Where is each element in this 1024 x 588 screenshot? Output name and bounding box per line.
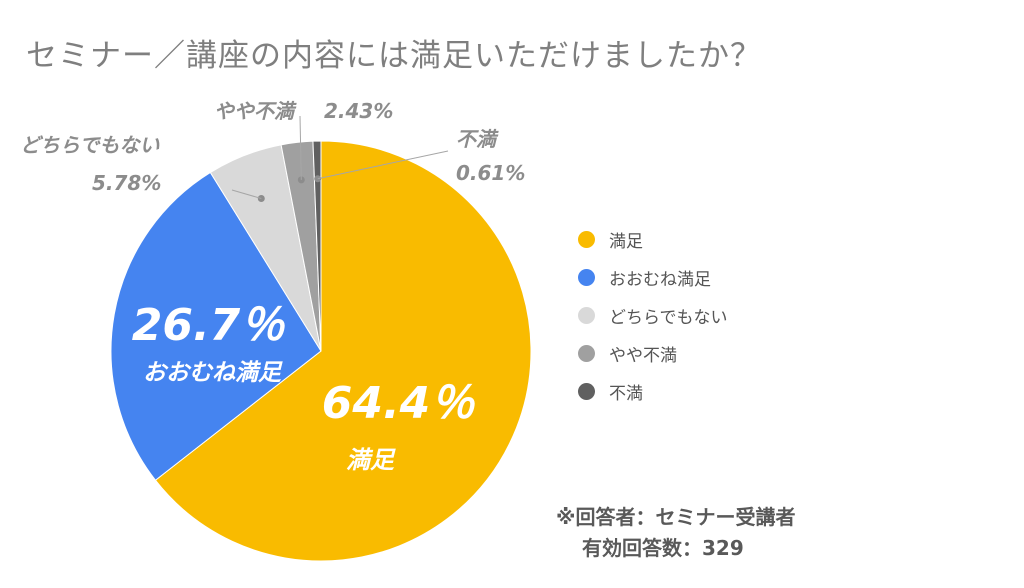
legend-item: 不満 xyxy=(578,372,728,410)
slice-2-name-label: おおむね満足 xyxy=(143,360,283,386)
slice-4-value-label: 2.43% xyxy=(324,99,393,123)
slice-1-value-label: 64.4％ xyxy=(322,378,477,429)
slice-5-name-label: 不満 xyxy=(456,127,499,151)
legend-swatch xyxy=(578,382,595,400)
legend-item: 満足 xyxy=(578,220,728,258)
pie-slice-5 xyxy=(312,140,322,352)
footnote-respondents: ※回答者：セミナー受講者 xyxy=(556,505,796,529)
legend-label: どちらでもない xyxy=(609,307,728,328)
legend-item: おおむね満足 xyxy=(578,258,728,296)
legend-label: おおむね満足 xyxy=(609,269,711,290)
slice-2-value-label: 26.7％ xyxy=(132,300,287,351)
slice-5-value-label: 0.61% xyxy=(456,161,525,185)
footnote-valid-count: 有効回答数：329 xyxy=(582,536,744,560)
footnote: ※回答者：セミナー受講者 有効回答数：329 xyxy=(556,502,795,564)
pie-slice-1 xyxy=(154,140,532,562)
slice-4-leader-line xyxy=(299,115,302,180)
slice-3-name-label: どちらでもない xyxy=(20,133,160,157)
slice-5-leader-line xyxy=(317,150,449,180)
legend-swatch xyxy=(578,344,595,362)
legend-swatch xyxy=(578,306,595,324)
chart-title: セミナー／講座の内容には満足いただけましたか？ xyxy=(26,38,762,74)
slice-4-name-label: やや不満 xyxy=(214,99,297,123)
legend-swatch xyxy=(578,268,595,286)
chart-legend: 満足おおむね満足 どちらでもない やや不満不満 xyxy=(578,220,728,410)
slice-3-value-label: 5.78% xyxy=(92,171,161,195)
pie-slice-2 xyxy=(110,171,322,481)
legend-label: 満足 xyxy=(609,231,643,252)
legend-item: やや不満 xyxy=(578,334,728,372)
slice-1-name-label: 満足 xyxy=(346,446,396,474)
slice-3-leader-line xyxy=(231,189,262,199)
legend-label: やや不満 xyxy=(609,345,677,366)
legend-swatch xyxy=(578,230,595,248)
legend-item: どちらでもない xyxy=(578,296,728,334)
legend-label: 不満 xyxy=(609,383,643,404)
